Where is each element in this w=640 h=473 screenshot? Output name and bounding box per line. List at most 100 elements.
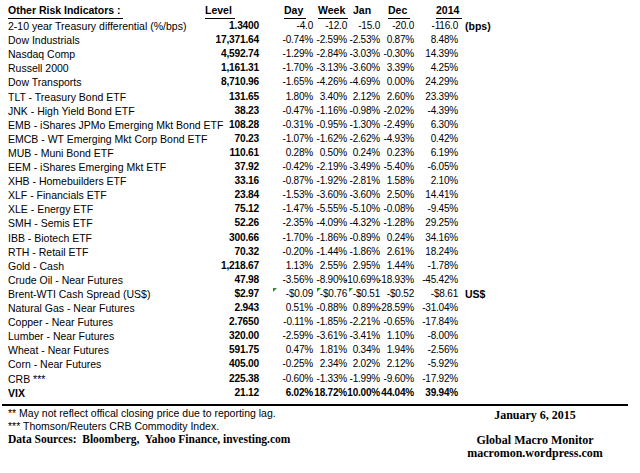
cell-dec: 1.58% xyxy=(387,174,414,188)
cell-dec: -18.93% xyxy=(378,273,414,287)
table-row: EMCB - WT Emerging Mkt Corp Bond ETF70.2… xyxy=(0,132,640,146)
cell-week: 3.40% xyxy=(320,90,347,104)
cell-level: 110.61 xyxy=(230,146,259,160)
cell-jan: -4.32% xyxy=(350,216,381,230)
cell-y2014: -45.42% xyxy=(422,273,458,287)
table-row: Copper - Near Futures2.7650-0.11%-1.85%-… xyxy=(0,315,640,329)
cell-week: -2.19% xyxy=(317,160,348,174)
cell-week: -1.62% xyxy=(317,132,348,146)
cell-day: -1.70% xyxy=(283,61,314,75)
row-label: CRB *** xyxy=(8,372,45,386)
cell-jan: -3.60% xyxy=(350,188,381,202)
cell-y2014: 6.19% xyxy=(431,146,458,160)
cell-jan: -1.99% xyxy=(350,372,381,386)
footer-divider xyxy=(2,404,628,406)
cell-jan: 10.00% xyxy=(347,386,380,400)
table-row: EEM - iShares Emerging Mkt ETF37.92-0.42… xyxy=(0,160,640,174)
cell-day: -4.0 xyxy=(297,19,313,33)
cell-y2014: 14.39% xyxy=(425,47,458,61)
cell-jan: -3.49% xyxy=(350,160,381,174)
row-label: Wheat - Near Futures xyxy=(8,343,109,357)
cell-y2014: 24.29% xyxy=(425,75,458,89)
cell-week: -5.55% xyxy=(317,202,348,216)
cell-level: 23.84 xyxy=(235,188,260,202)
cell-level: 320.00 xyxy=(229,329,259,343)
cell-day: -0.74% xyxy=(283,33,314,47)
cell-level: 8,710.96 xyxy=(221,75,259,89)
cell-day: -0.20% xyxy=(283,245,314,259)
cell-dec: 2.61% xyxy=(387,245,414,259)
cell-jan: 0.89% xyxy=(353,301,380,315)
cell-jan: -10.69% xyxy=(344,273,380,287)
cell-level: 75.12 xyxy=(235,202,260,216)
cell-level: 47.98 xyxy=(235,273,260,287)
cell-day: 6.02% xyxy=(286,386,313,400)
cell-y2014: -$8.61 xyxy=(431,287,458,301)
cell-dec: 1.10% xyxy=(387,329,414,343)
cell-week: -2.84% xyxy=(317,47,348,61)
data-sources: Data Sources: Bloomberg, Yahoo Finance, … xyxy=(8,433,290,446)
row-label: Copper - Near Futures xyxy=(8,315,113,329)
cell-jan: -0.89% xyxy=(350,231,381,245)
cell-week: -1.86% xyxy=(317,231,348,245)
cell-y2014: 0.42% xyxy=(431,132,458,146)
cell-level: 4,592.74 xyxy=(221,47,259,61)
row-label: TLT - Treasury Bond ETF xyxy=(8,90,126,104)
cell-day: -1.07% xyxy=(283,132,314,146)
cell-day: -0.11% xyxy=(283,315,313,329)
cell-jan: 0.24% xyxy=(353,146,380,160)
cell-jan: -2.53% xyxy=(350,33,381,47)
footnote-crb: *** Thomson/Reuters CRB Commodity Index. xyxy=(8,420,219,433)
table-row: XHB - Homebuilders ETF33.16-0.87%-1.92%-… xyxy=(0,174,640,188)
cell-dec: 1.44% xyxy=(387,259,414,273)
table-row: Wheat - Near Futures591.750.47%1.81%0.34… xyxy=(0,343,640,357)
cell-day: -0.42% xyxy=(283,160,314,174)
row-unit-suffix: (bps) xyxy=(465,19,491,33)
cell-jan: -3.41% xyxy=(350,329,381,343)
cell-week: 18.72% xyxy=(314,386,347,400)
cell-level: 38.23 xyxy=(235,104,260,118)
cell-dec: 0.23% xyxy=(387,146,414,160)
cell-week: -0.95% xyxy=(317,118,348,132)
table-row: EMB - iShares JPMo Emerging Mkt Bond ETF… xyxy=(0,118,640,132)
cell-dec: 3.39% xyxy=(387,61,414,75)
table-row: Gold - Cash1,218.671.13%2.55%2.95%1.44%-… xyxy=(0,259,640,273)
cell-day: 1.80% xyxy=(286,90,313,104)
cell-dec: -$0.52 xyxy=(387,287,414,301)
cell-y2014: -8.00% xyxy=(428,329,459,343)
cell-y2014: -4.39% xyxy=(428,104,459,118)
footnote-reporting: ** May not reflect offical closing price… xyxy=(8,407,276,420)
cell-level: 1.3400 xyxy=(229,19,259,33)
cell-comment-marker-icon xyxy=(349,288,353,292)
row-label: Corn - Near Futures xyxy=(8,357,101,371)
cell-dec: -28.59% xyxy=(378,301,414,315)
row-label: 2-10 year Treasury differential (%/bps) xyxy=(8,19,186,33)
cell-week: -0.88% xyxy=(317,301,348,315)
table-row: Crude Oil - Near Futures47.98-3.56%-8.90… xyxy=(0,273,640,287)
cell-jan: 2.02% xyxy=(353,357,380,371)
table-row: Brent-WTI Cash Spread (US$)$2.97-$0.09-$… xyxy=(0,287,640,301)
cell-day: -0.25% xyxy=(283,357,314,371)
report-date: January 6, 2015 xyxy=(444,409,626,422)
row-label: EMCB - WT Emerging Mkt Corp Bond ETF xyxy=(8,132,207,146)
cell-dec: -4.93% xyxy=(384,132,415,146)
table-row: Dow Transports8,710.96-1.65%-4.26%-4.69%… xyxy=(0,75,640,89)
cell-day: -1.53% xyxy=(283,188,314,202)
cell-week: 2.34% xyxy=(320,357,347,371)
cell-y2014: 4.25% xyxy=(431,61,458,75)
cell-jan: -$0.51 xyxy=(353,287,380,301)
cell-jan: -0.98% xyxy=(350,104,381,118)
row-label: Lumber - Near Futures xyxy=(8,329,114,343)
cell-dec: -0.08% xyxy=(384,202,415,216)
row-label: EMB - iShares JPMo Emerging Mkt Bond ETF xyxy=(8,118,223,132)
cell-day: -1.65% xyxy=(283,75,314,89)
table-row: MUB - Muni Bond ETF110.610.28%0.50%0.24%… xyxy=(0,146,640,160)
cell-dec: -1.28% xyxy=(384,216,415,230)
row-label: Dow Industrials xyxy=(8,33,80,47)
table-row: Russell 20001,161.31-1.70%-3.13%-3.60%3.… xyxy=(0,61,640,75)
cell-level: 225.38 xyxy=(229,372,259,386)
cell-y2014: 23.39% xyxy=(425,90,458,104)
cell-level: 300.66 xyxy=(229,231,259,245)
table-row: Corn - Near Futures405.00-0.25%2.34%2.02… xyxy=(0,357,640,371)
risk-indicators-sheet: Other Risk Indicators : LevelDayWeekJanD… xyxy=(0,0,640,473)
